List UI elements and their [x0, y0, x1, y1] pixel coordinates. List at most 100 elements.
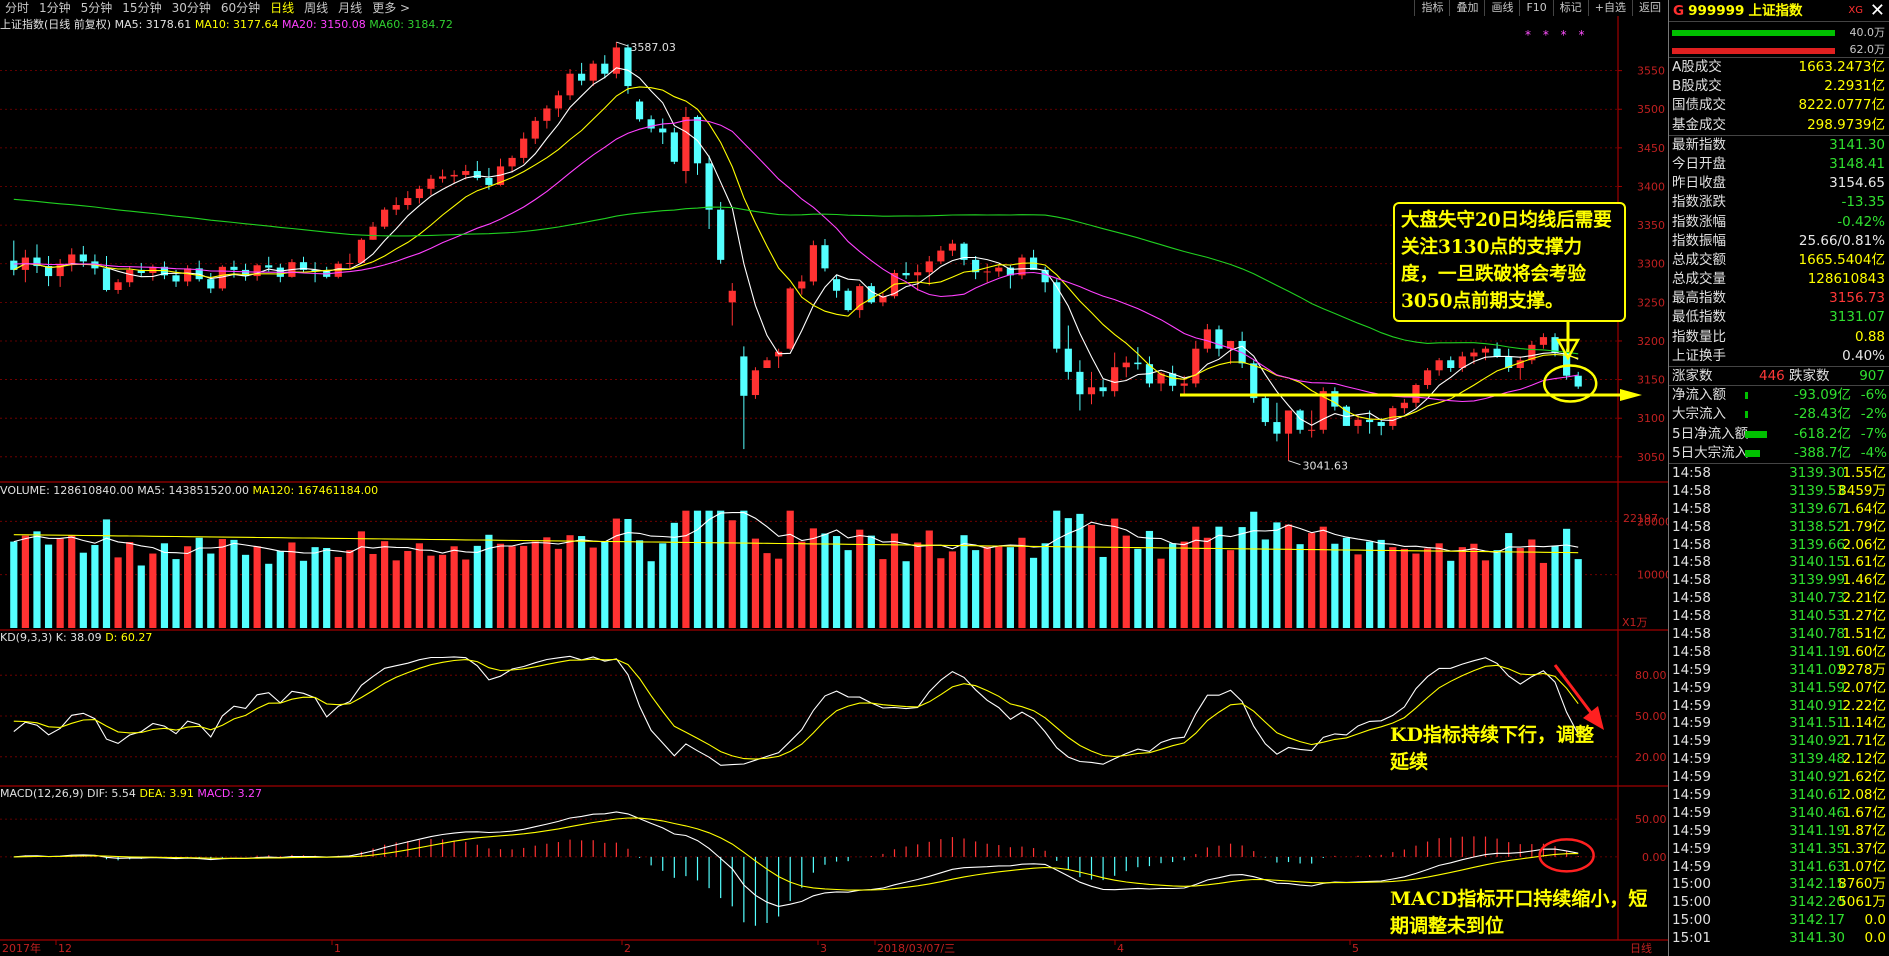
tick-volume: 1.62亿 [1842, 769, 1886, 786]
volume-bar-down [705, 510, 713, 628]
candle-up [1470, 352, 1478, 357]
volume-bar-up [288, 542, 296, 628]
candle-up [1308, 429, 1316, 431]
tick-row: 14:58 3139.30 1.55亿 [1669, 464, 1889, 482]
period-tab[interactable]: 5分钟 [80, 1, 113, 15]
candle-up [253, 265, 261, 277]
rise-fall-row: 涨家数 446 跌家数 907 [1669, 367, 1889, 387]
kd-legend: KD(9,3,3) K: 38.09 D: 60.27 [0, 631, 152, 645]
tick-row: 14:59 3141.51 1.14亿 [1669, 714, 1889, 732]
volume-bar-up [786, 510, 794, 628]
candle-up [554, 95, 563, 109]
candle-down [1134, 362, 1142, 365]
tick-volume: 1.61亿 [1842, 554, 1886, 571]
volume-bar-up [798, 541, 806, 628]
candle-down [137, 269, 145, 273]
tick-time: 14:58 [1672, 554, 1711, 571]
toolbar-button[interactable]: +自选 [1587, 0, 1632, 16]
highlight-circle [1542, 364, 1598, 403]
candle-up [1122, 362, 1130, 368]
period-tab[interactable]: 分时 [5, 1, 30, 15]
candle-down [79, 254, 87, 262]
quote-row: 最新指数 3141.30 [1669, 136, 1889, 155]
ma10-line [13, 86, 1579, 421]
tick-volume: 1.14亿 [1842, 715, 1886, 732]
legend-title: 上证指数(日线 前复权) [0, 18, 112, 31]
candle-up [1354, 419, 1362, 426]
volume-bar-up [1284, 524, 1293, 628]
volume-bar-up [531, 541, 539, 628]
candle-up [1516, 360, 1524, 368]
volume-bar-down [1366, 541, 1374, 628]
candle-up [728, 290, 736, 303]
price-tick-label: 3250 [1637, 296, 1665, 309]
k-line [13, 655, 1579, 766]
volume-bar-up [1400, 548, 1408, 628]
legend-volume: VOLUME: 128610840.00 [0, 484, 134, 497]
close-icon[interactable]: ✕ [1869, 0, 1885, 21]
period-tab[interactable]: 更多 > [372, 1, 411, 15]
tick-volume: 0.0 [1864, 930, 1886, 947]
volume-bar-up [415, 543, 423, 628]
kd-arrow-head [1583, 706, 1604, 730]
toolbar-button[interactable]: 返回 [1632, 0, 1667, 16]
tick-list[interactable]: 14:58 3139.30 1.55亿 14:58 3139.53 8459万 14:58 3… [1669, 464, 1889, 947]
toolbar-button[interactable]: 指标 [1414, 0, 1449, 16]
flow-pct: -7% [1860, 425, 1887, 442]
toolbar-button[interactable]: 标记 [1552, 0, 1588, 16]
candle-down [44, 266, 53, 277]
volume-bar-down [647, 561, 655, 628]
flow-label: 大宗流入 [1672, 406, 1726, 423]
tick-time: 15:01 [1672, 930, 1711, 947]
quote-value: -13.35 [1841, 194, 1885, 211]
tick-volume: 2.21亿 [1842, 590, 1886, 607]
bar-value-1: 40.0万 [1849, 26, 1886, 39]
candle-up [856, 286, 864, 311]
quote-value: 3156.73 [1829, 290, 1885, 307]
quote-label: 总成交额 [1672, 251, 1726, 268]
period-tab[interactable]: 30分钟 [171, 1, 211, 15]
candle-up [1528, 344, 1536, 361]
tick-volume: 2.06亿 [1842, 536, 1886, 553]
ma60-line [13, 198, 1579, 355]
low-label: 3041.63 [1303, 460, 1349, 473]
bar-value-2: 62.0万 [1849, 43, 1886, 56]
candle-down [670, 132, 678, 162]
high-label: 3587.03 [630, 41, 676, 54]
period-tab[interactable]: 60分钟 [220, 1, 261, 15]
volume-bar-up [612, 518, 620, 628]
xg-tag[interactable]: XG [1848, 5, 1863, 16]
period-tab[interactable]: 15分钟 [122, 1, 162, 15]
price-tick-label: 3200 [1637, 335, 1665, 348]
volume-bar-down [1041, 543, 1049, 628]
tick-row: 14:59 3140.61 2.08亿 [1669, 786, 1889, 804]
candle-down [1331, 391, 1339, 407]
kline-chart[interactable]: 3050 3100 3150 3200 3250 3300 3350 3400 3450 3500… [0, 16, 1668, 956]
period-tab[interactable]: 周线 [304, 1, 329, 15]
candle-up [218, 266, 226, 289]
period-tab[interactable]: 1分钟 [39, 1, 71, 15]
toolbar-button[interactable]: F10 [1519, 0, 1552, 16]
volume-bar-up [520, 545, 528, 628]
volume-bar-down [1238, 527, 1246, 628]
candle-up [612, 47, 620, 74]
toolbar-button[interactable]: 叠加 [1449, 0, 1484, 16]
tick-time: 14:58 [1672, 500, 1711, 517]
candle-down [1099, 387, 1107, 392]
macd-highlight-circle [1538, 838, 1595, 873]
quote-row: 昨日收盘 3154.65 [1669, 174, 1889, 193]
volume-bar-down [265, 563, 273, 628]
tick-volume: 1.46亿 [1842, 572, 1886, 589]
period-tab[interactable]: 日线 [270, 1, 295, 15]
tick-row: 15:00 3142.17 0.0 [1669, 911, 1889, 929]
tick-price: 3142.17 [1789, 912, 1845, 929]
period-tab[interactable]: 月线 [338, 1, 363, 15]
x-axis-label: 5 [1352, 942, 1359, 955]
volume-bar-down [485, 534, 493, 628]
toolbar-button[interactable]: 画线 [1484, 0, 1519, 16]
tick-time: 14:58 [1672, 572, 1711, 589]
tick-price: 3141.35 [1789, 840, 1845, 857]
tick-row: 14:59 3139.48 2.12亿 [1669, 750, 1889, 768]
volume-bar-down [693, 510, 702, 628]
